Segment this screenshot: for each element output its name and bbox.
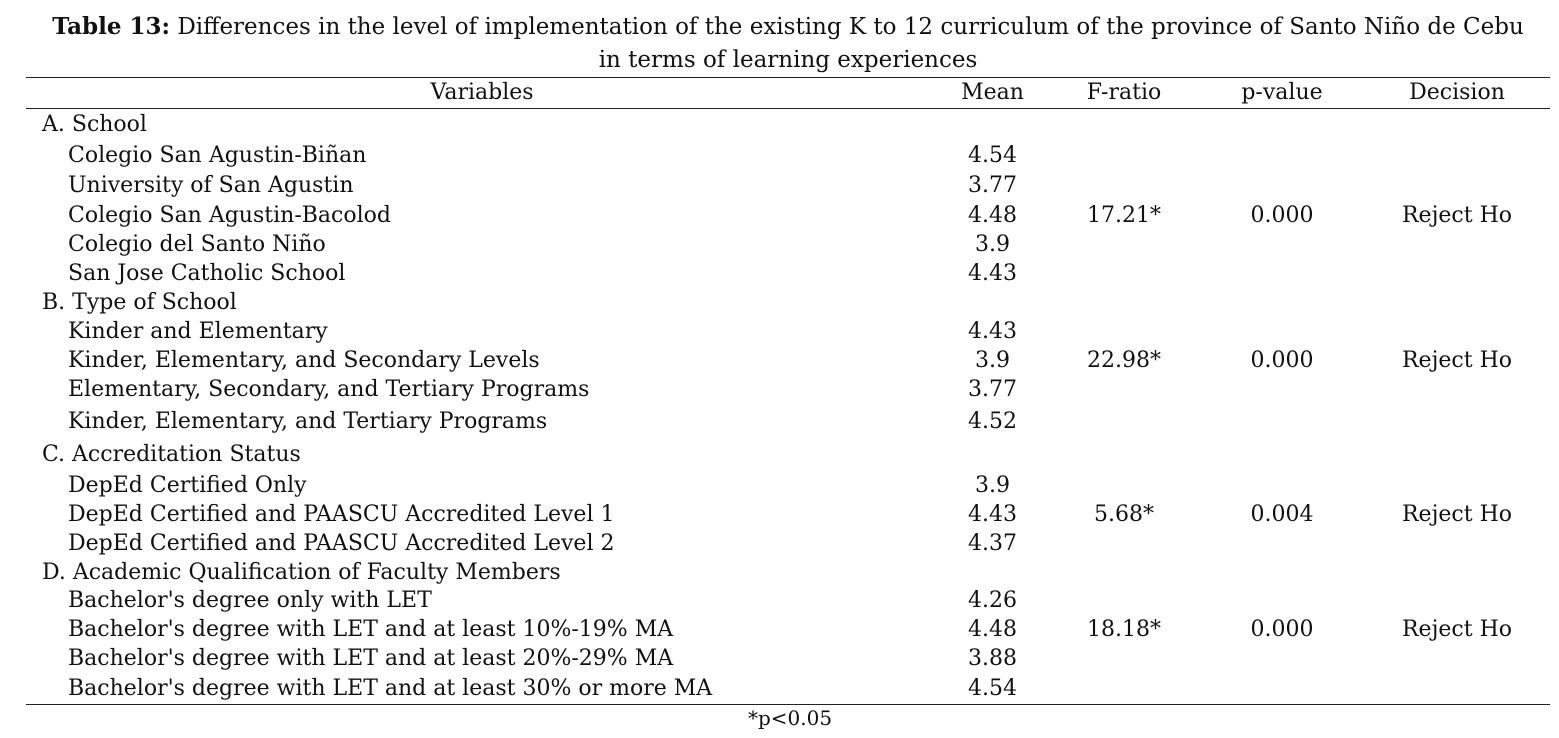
mean-value: 3.9 xyxy=(975,348,1010,373)
variable-name: Kinder and Elementary xyxy=(68,319,328,344)
significance-footnote: *p<0.05 xyxy=(747,706,833,730)
variable-name: Bachelor's degree only with LET xyxy=(68,588,432,613)
decision-value: Reject Ho xyxy=(1401,203,1512,228)
mean-value: 3.9 xyxy=(975,232,1010,257)
variable-name: DepEd Certified Only xyxy=(68,473,307,498)
caption-line-1: Table 13: Differences in the level of im… xyxy=(0,10,1559,44)
p-value-value: 0.004 xyxy=(1250,502,1314,527)
mean-value: 3.77 xyxy=(968,173,1017,198)
decision-value: Reject Ho xyxy=(1401,502,1512,527)
mean-value: 4.48 xyxy=(968,617,1017,642)
variable-name: Kinder, Elementary, and Secondary Levels xyxy=(68,348,540,373)
group-title: B. Type of School xyxy=(42,290,237,315)
variable-name: University of San Agustin xyxy=(68,173,354,198)
variable-name: Bachelor's degree with LET and at least … xyxy=(68,676,713,701)
variable-name: Elementary, Secondary, and Tertiary Prog… xyxy=(68,377,590,402)
variable-name: Kinder, Elementary, and Tertiary Program… xyxy=(68,409,548,434)
variable-name: Colegio del Santo Niño xyxy=(68,232,326,257)
group-title: D. Academic Qualification of Faculty Mem… xyxy=(42,560,561,585)
caption-line-2: in terms of learning experiences xyxy=(598,47,978,73)
mean-value: 4.26 xyxy=(968,588,1017,613)
mean-value: 4.52 xyxy=(968,409,1017,434)
decision-value: Reject Ho xyxy=(1401,348,1512,373)
caption-text: Differences in the level of implementati… xyxy=(177,14,1524,40)
variable-name: San Jose Catholic School xyxy=(68,261,346,286)
variable-name: Bachelor's degree with LET and at least … xyxy=(68,646,674,671)
f-ratio-value: 17.21* xyxy=(1087,203,1161,228)
decision-value: Reject Ho xyxy=(1401,617,1512,642)
table-number: Table 13: xyxy=(52,13,170,40)
variable-name: Colegio San Agustin-Bacolod xyxy=(68,203,391,228)
mean-value: 4.43 xyxy=(968,319,1017,344)
variable-name: DepEd Certified and PAASCU Accredited Le… xyxy=(68,502,615,527)
mean-value: 4.43 xyxy=(968,502,1017,527)
mean-value: 3.9 xyxy=(975,473,1010,498)
mean-value: 4.54 xyxy=(968,676,1017,701)
header-rule xyxy=(26,108,1550,109)
mean-value: 4.43 xyxy=(968,261,1017,286)
variable-name: Bachelor's degree with LET and at least … xyxy=(68,617,674,642)
p-value-value: 0.000 xyxy=(1250,203,1314,228)
f-ratio-value: 5.68* xyxy=(1094,502,1154,527)
mean-value: 3.88 xyxy=(968,646,1017,671)
variable-name: DepEd Certified and PAASCU Accredited Le… xyxy=(68,531,615,556)
mean-value: 4.37 xyxy=(968,531,1017,556)
p-value-value: 0.000 xyxy=(1250,348,1314,373)
mean-value: 4.48 xyxy=(968,203,1017,228)
group-title: A. School xyxy=(42,112,147,137)
f-ratio-value: 18.18* xyxy=(1087,617,1161,642)
mean-value: 3.77 xyxy=(968,377,1017,402)
table-bottom-rule xyxy=(26,704,1550,705)
variable-name: Colegio San Agustin-Biñan xyxy=(68,143,367,168)
header-mean: Mean xyxy=(961,80,1024,105)
header-decision: Decision xyxy=(1409,80,1505,105)
p-value-value: 0.000 xyxy=(1250,617,1314,642)
table-top-rule xyxy=(26,77,1550,78)
table-caption: Table 13: Differences in the level of im… xyxy=(0,10,1559,77)
group-title: C. Accreditation Status xyxy=(42,442,301,467)
header-p-value: p-value xyxy=(1241,80,1323,105)
f-ratio-value: 22.98* xyxy=(1087,348,1161,373)
header-f-ratio: F-ratio xyxy=(1086,80,1162,105)
mean-value: 4.54 xyxy=(968,143,1017,168)
header-variables: Variables xyxy=(430,80,534,105)
